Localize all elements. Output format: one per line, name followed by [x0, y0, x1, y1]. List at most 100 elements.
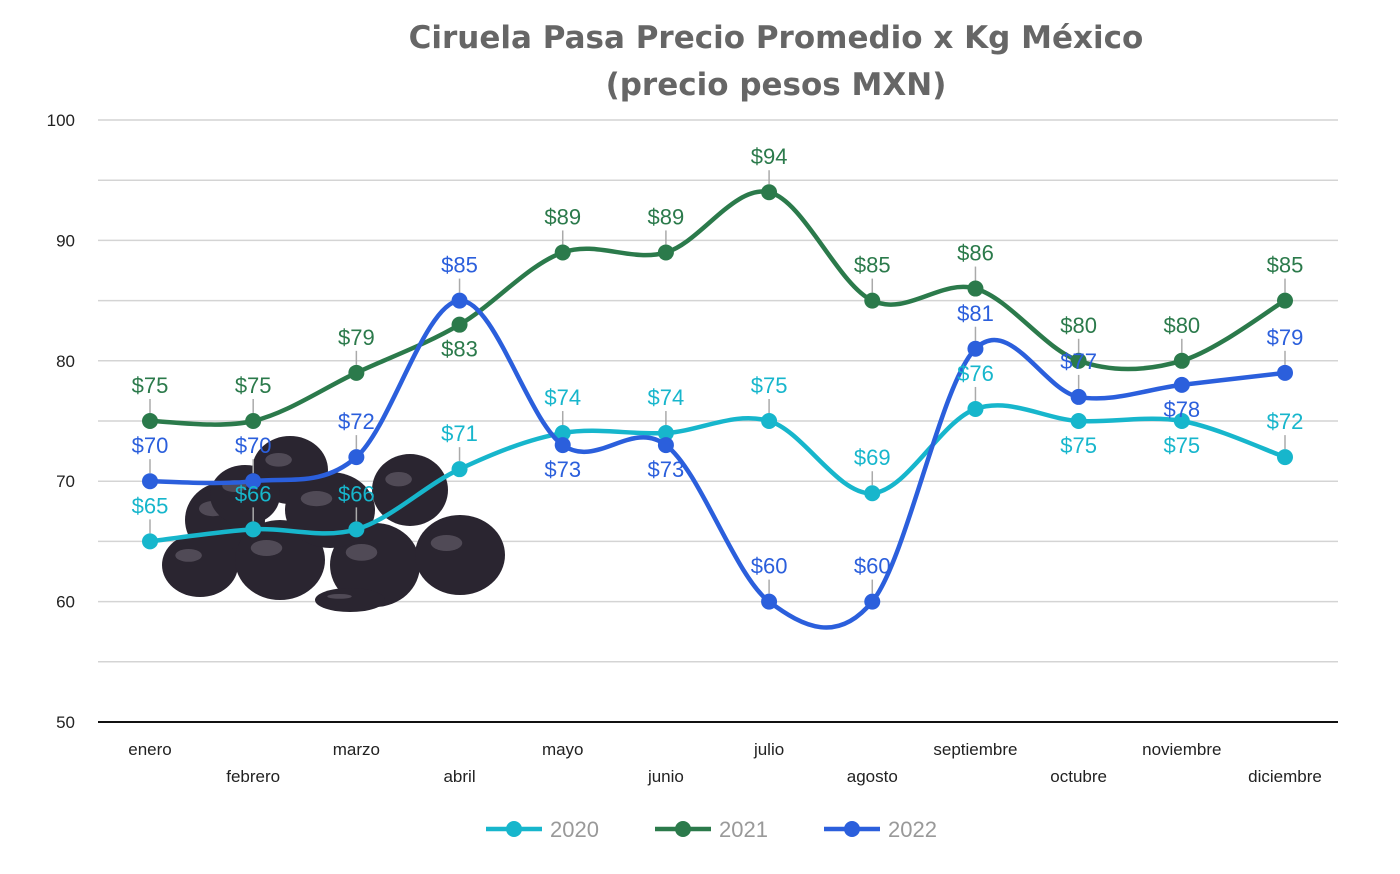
data-label: $70 — [132, 433, 169, 458]
data-label: $60 — [854, 554, 891, 579]
x-category-label: febrero — [226, 767, 280, 786]
x-axis-categories: enero febrero marzo abril mayo junio julio agos… — [128, 740, 1322, 786]
y-axis-ticks: 50 60 70 80 90 100 — [47, 111, 75, 732]
data-label: $79 — [1267, 325, 1304, 350]
data-point — [245, 473, 262, 490]
prunes-image — [162, 436, 505, 612]
data-point — [142, 533, 158, 550]
data-label: $65 — [132, 493, 169, 518]
data-label: $69 — [854, 445, 891, 470]
prune-highlight — [300, 491, 333, 507]
data-point — [967, 400, 984, 417]
data-point — [451, 461, 468, 478]
x-category-label: abril — [443, 767, 475, 786]
data-point — [348, 364, 365, 381]
x-category-label: marzo — [333, 740, 380, 759]
data-point — [348, 521, 365, 538]
series-2022 — [142, 292, 1293, 630]
data-point — [245, 521, 262, 538]
legend-label: 2020 — [550, 817, 599, 842]
data-label: $75 — [235, 373, 272, 398]
legend-marker — [675, 821, 691, 837]
chart-title-line-1: Ciruela Pasa Precio Promedio x Kg México — [409, 20, 1144, 56]
data-point — [1070, 413, 1087, 429]
chart-title-line-2: (precio pesos MXN) — [606, 67, 947, 103]
y-tick-label: 60 — [56, 593, 75, 612]
data-point — [657, 425, 674, 442]
data-label: $80 — [1060, 313, 1097, 338]
legend-label: 2022 — [888, 817, 937, 842]
prune-highlight — [265, 453, 292, 467]
prune-highlight — [250, 540, 283, 556]
data-label: $80 — [1163, 313, 1200, 338]
data-point — [761, 413, 778, 429]
data-label: $66 — [338, 481, 375, 506]
data-point — [1070, 352, 1087, 369]
y-tick-label: 90 — [56, 231, 75, 250]
data-point — [451, 292, 468, 309]
legend-label: 2021 — [719, 817, 768, 842]
data-label: $60 — [751, 554, 788, 579]
data-label: $89 — [544, 204, 581, 229]
data-point — [1277, 364, 1293, 381]
data-label: $85 — [854, 253, 891, 278]
data-point — [967, 340, 984, 357]
data-label: $85 — [1267, 253, 1304, 278]
data-label: $75 — [751, 373, 788, 398]
x-category-label: junio — [647, 767, 684, 786]
data-label: $75 — [132, 373, 169, 398]
data-point — [864, 485, 881, 502]
data-label: $78 — [1163, 397, 1200, 422]
data-label: $72 — [1267, 409, 1304, 434]
data-point — [142, 473, 158, 490]
x-category-label: diciembre — [1248, 767, 1322, 786]
x-category-label: julio — [753, 740, 784, 759]
prune-highlight — [345, 544, 378, 561]
y-tick-label: 80 — [56, 352, 75, 371]
data-point — [1277, 292, 1293, 309]
data-point — [554, 244, 571, 261]
x-category-label: septiembre — [933, 740, 1017, 759]
data-label: $70 — [235, 433, 272, 458]
data-label: $76 — [957, 361, 994, 386]
x-category-label: mayo — [542, 740, 584, 759]
data-point — [864, 292, 881, 309]
data-point — [451, 316, 468, 333]
x-category-label: enero — [128, 740, 171, 759]
data-label: $71 — [441, 421, 478, 446]
prune-highlight — [430, 535, 463, 551]
legend: 2020 2021 2022 — [486, 817, 937, 842]
prune-shape — [315, 588, 385, 612]
series-line-2021 — [149, 189, 1287, 427]
data-label: $75 — [1060, 433, 1097, 458]
data-point — [761, 184, 778, 201]
data-point — [864, 593, 881, 610]
data-point — [1173, 413, 1190, 429]
y-tick-label: 70 — [56, 472, 75, 491]
data-point — [1173, 352, 1190, 369]
data-label: $77 — [1060, 349, 1097, 374]
data-label: $79 — [338, 325, 375, 350]
data-label: $83 — [441, 337, 478, 362]
data-point — [554, 425, 571, 442]
prune-shape — [415, 515, 505, 595]
x-category-label: octubre — [1050, 767, 1107, 786]
legend-marker — [844, 821, 860, 837]
data-label: $73 — [648, 457, 685, 482]
series-2021 — [142, 184, 1293, 429]
series-2020 — [142, 400, 1293, 550]
x-category-label: agosto — [847, 767, 898, 786]
data-point — [1070, 388, 1087, 405]
x-category-label: noviembre — [1142, 740, 1221, 759]
data-label: $73 — [544, 457, 581, 482]
prune-shape — [162, 533, 238, 597]
data-label: $86 — [957, 241, 994, 266]
data-point — [142, 413, 158, 429]
data-point — [761, 593, 778, 610]
data-label: $75 — [1163, 433, 1200, 458]
data-point — [657, 437, 674, 454]
data-point — [967, 280, 984, 297]
data-point — [1173, 376, 1190, 393]
series-lines: $65 $66 $66 $71 $74 $74 $75 $69 $76 $75 $75 $72 $75 $… — [132, 144, 1304, 630]
